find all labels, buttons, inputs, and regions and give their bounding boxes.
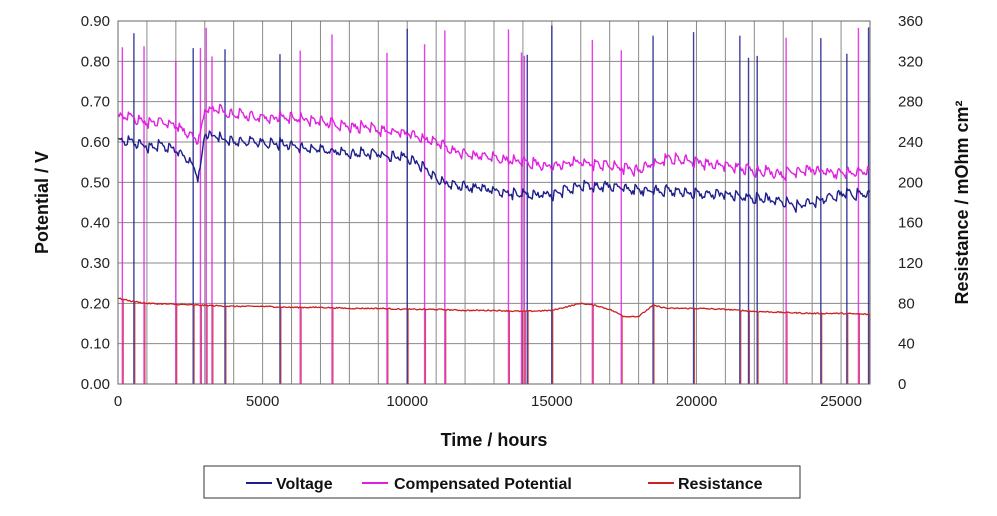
legend-label-resistance: Resistance [678, 476, 763, 493]
y-tick-label: 0.00 [81, 376, 110, 393]
x-tick-label: 10000 [386, 393, 428, 410]
y-tick-label: 0.50 [81, 174, 110, 191]
x-tick-label: 15000 [531, 393, 573, 410]
y-tick-label: 0.60 [81, 134, 110, 151]
y2-tick-label: 240 [898, 134, 923, 151]
series-line-voltage [117, 130, 871, 213]
y2-tick-label: 320 [898, 53, 923, 70]
x-axis-title: Time / hours [441, 430, 548, 450]
legend: Voltage Compensated Potential Resistance [203, 465, 801, 499]
series-line-compensated-potential [117, 103, 871, 181]
x-tick-label: 25000 [820, 393, 862, 410]
y2-tick-label: 360 [898, 13, 923, 30]
y-axis-title: Potential / V [32, 151, 52, 254]
legend-label-voltage: Voltage [276, 476, 333, 493]
y-tick-label: 0.20 [81, 295, 110, 312]
x-tick-labels: 0 5000 10000 15000 20000 25000 [114, 393, 862, 410]
y2-tick-label: 160 [898, 215, 923, 232]
y2-tick-label: 200 [898, 174, 923, 191]
y-tick-label: 0.90 [81, 13, 110, 30]
x-tick-label: 0 [114, 393, 122, 410]
y2-tick-label: 40 [898, 336, 915, 353]
legend-label-compensated-potential: Compensated Potential [394, 476, 572, 493]
y-tick-labels: 0.00 0.10 0.20 0.30 0.40 0.50 0.60 0.70 0.80 0.90 [81, 13, 110, 393]
y2-axis-title: Resistance / mOhm cm² [952, 100, 972, 304]
series-line-resistance [117, 297, 870, 318]
plot-frame [117, 20, 871, 385]
y-tick-label: 0.40 [81, 215, 110, 232]
x-tick-label: 20000 [676, 393, 718, 410]
series-lines [117, 103, 871, 318]
y2-tick-label: 280 [898, 94, 923, 111]
y2-tick-label: 120 [898, 255, 923, 272]
legend-box [203, 465, 801, 499]
y-tick-label: 0.70 [81, 94, 110, 111]
y-tick-label: 0.30 [81, 255, 110, 272]
y2-tick-label: 0 [898, 376, 906, 393]
spike-lines [121, 25, 871, 384]
x-tick-label: 5000 [246, 393, 279, 410]
y-tick-label: 0.10 [81, 336, 110, 353]
y2-tick-labels: 0 40 80 120 160 200 240 280 320 360 [898, 13, 923, 393]
y2-tick-label: 80 [898, 295, 915, 312]
y-tick-label: 0.80 [81, 53, 110, 70]
